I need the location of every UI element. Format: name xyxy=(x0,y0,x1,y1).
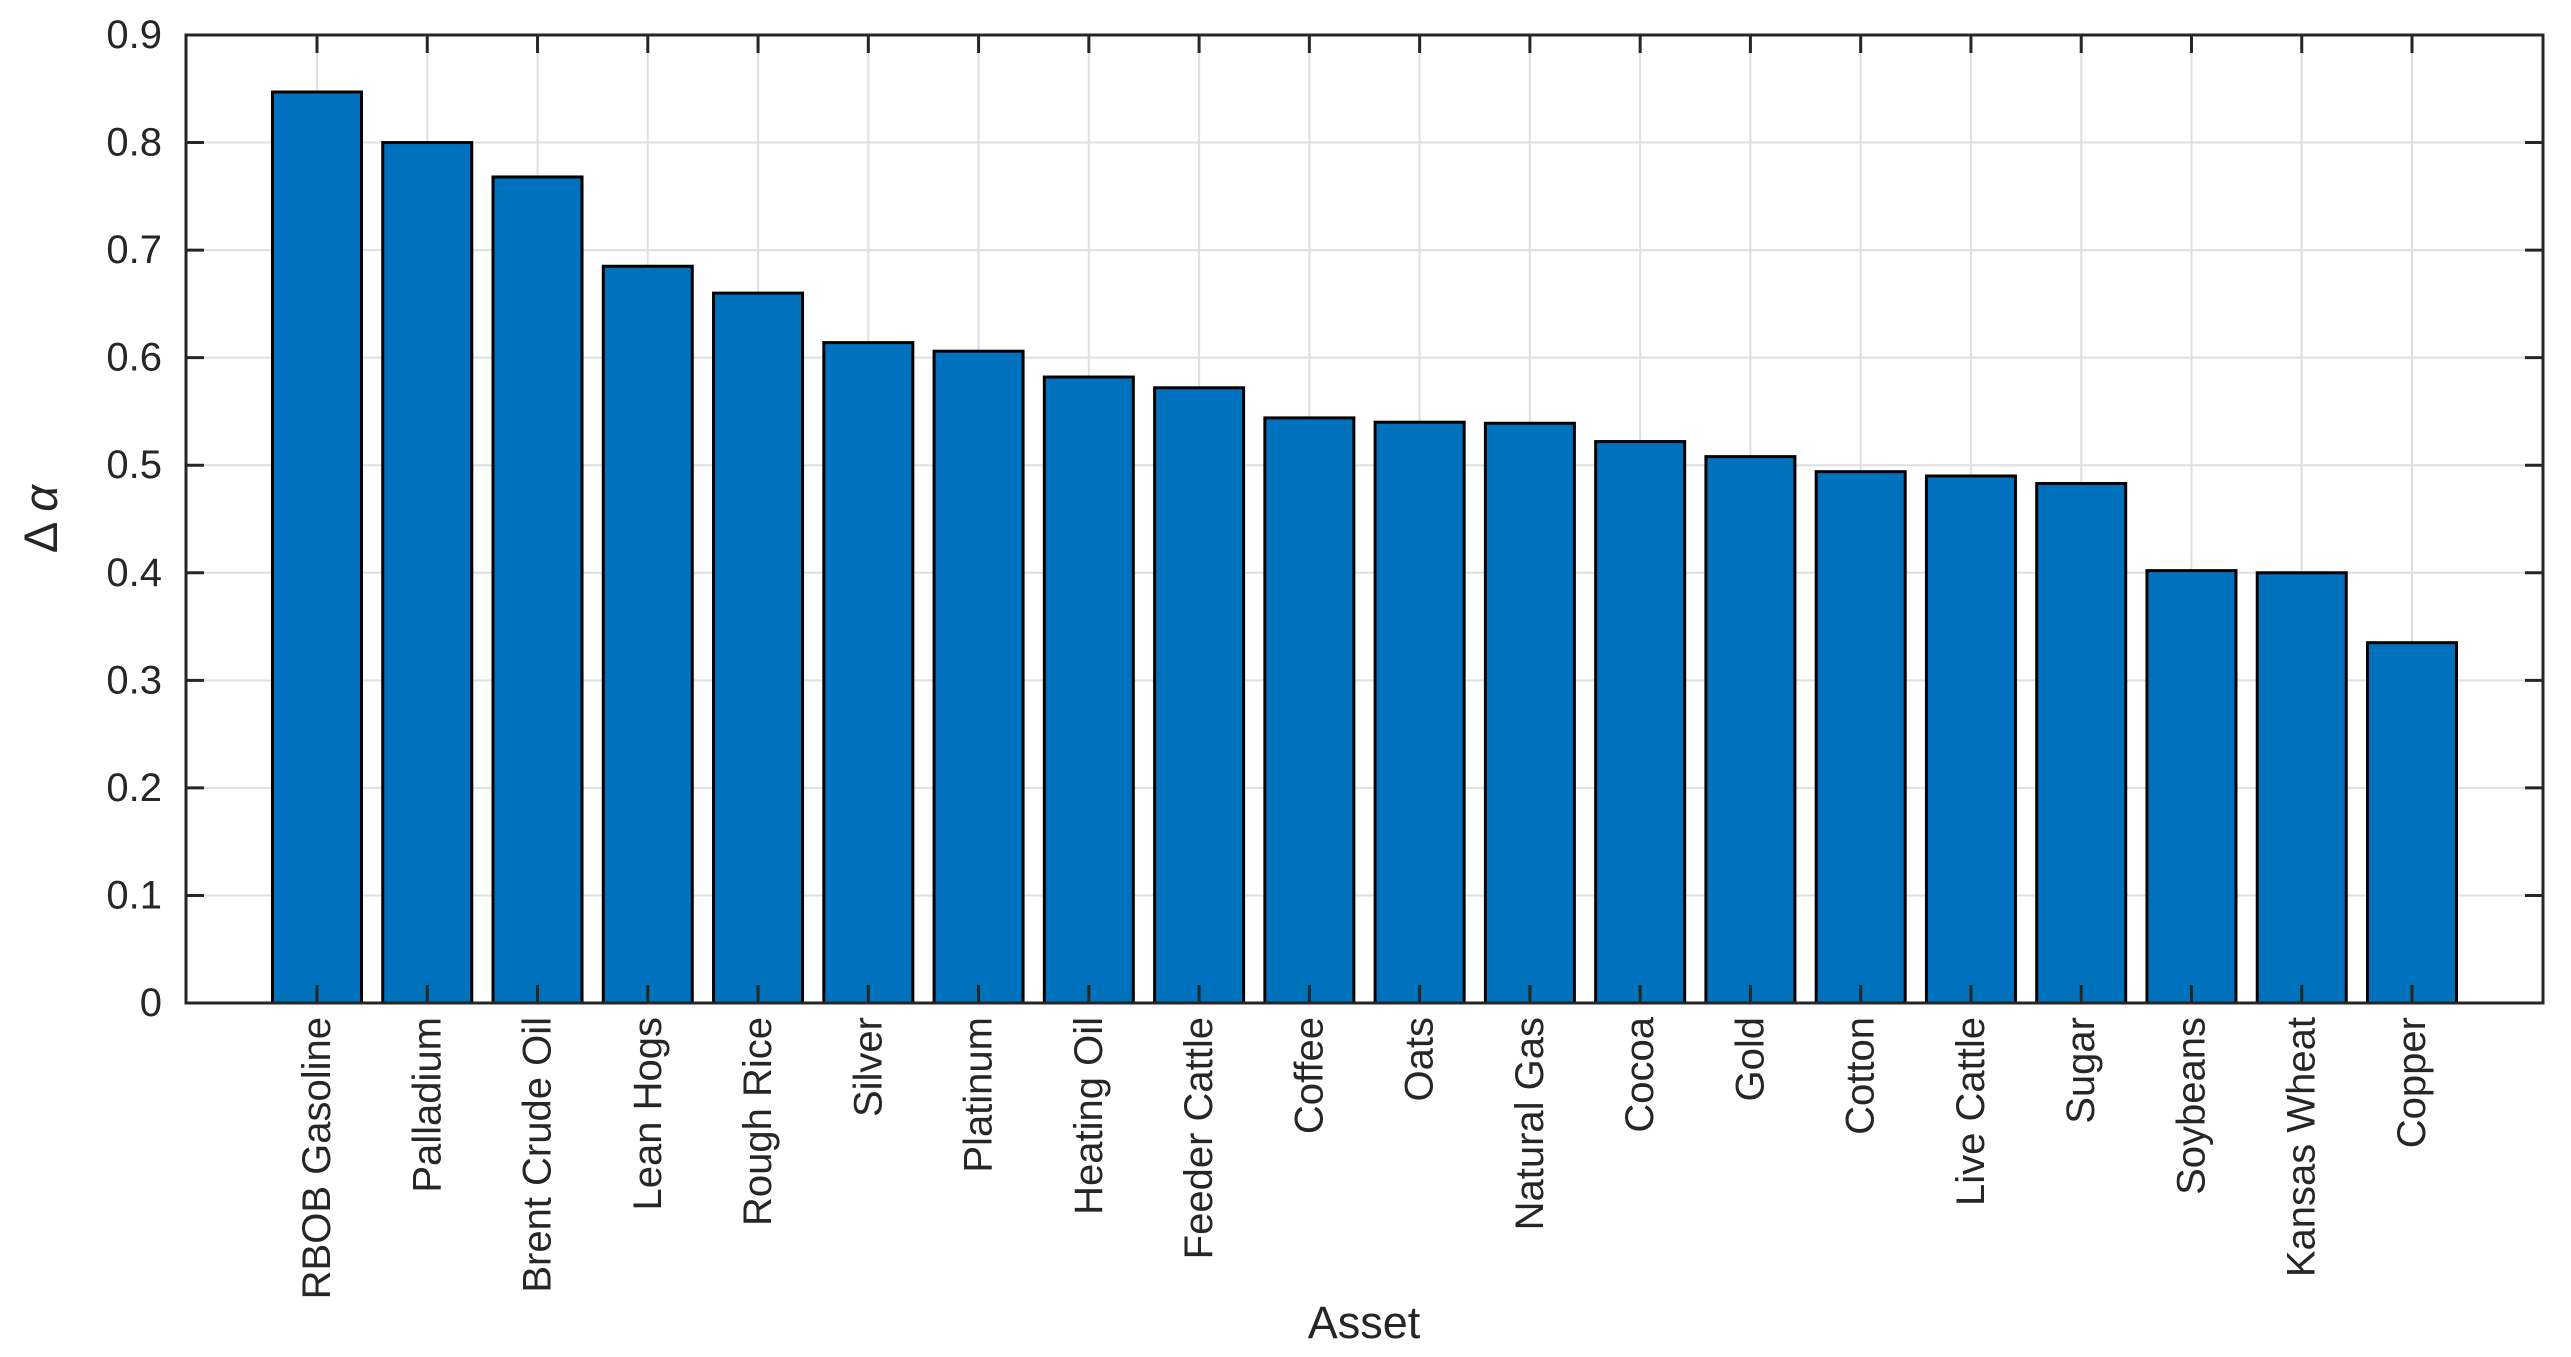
x-tick-label: RBOB Gasoline xyxy=(295,1017,339,1299)
x-tick-label: Soybeans xyxy=(2169,1017,2213,1195)
bar xyxy=(2145,569,2238,1005)
bar xyxy=(2035,482,2128,1005)
x-tick-label: Oats xyxy=(1398,1017,1442,1101)
x-tick-label: Platinum xyxy=(957,1017,1001,1173)
y-tick-label: 0.3 xyxy=(106,658,162,702)
bar xyxy=(381,141,474,1005)
x-tick-label: Natural Gas xyxy=(1508,1017,1552,1230)
x-tick-label: Silver xyxy=(846,1017,890,1117)
bar xyxy=(1373,420,1466,1005)
x-tick-label: Coffee xyxy=(1287,1017,1331,1134)
bar xyxy=(822,341,915,1005)
bars-layer xyxy=(271,90,2458,1005)
bar xyxy=(1924,474,2017,1005)
y-axis-title-delta: Δ xyxy=(14,522,67,553)
x-tick-label: Heating Oil xyxy=(1067,1017,1111,1215)
x-tick-label: Kansas Wheat xyxy=(2280,1017,2324,1277)
y-tick-label: 0.2 xyxy=(106,766,162,810)
y-tick-label: 0.9 xyxy=(106,13,162,57)
y-tick-label: 0.1 xyxy=(106,873,162,917)
y-tick-label: 0 xyxy=(140,981,162,1025)
tick-layer xyxy=(184,33,2545,1005)
y-tick-label: 0.6 xyxy=(106,336,162,380)
y-tick-label: 0.7 xyxy=(106,228,162,272)
x-tick-label: Sugar xyxy=(2059,1017,2103,1124)
bar xyxy=(1042,375,1135,1005)
bar xyxy=(1814,470,1907,1005)
x-tick-label: Gold xyxy=(1728,1017,1772,1102)
x-tick-label: Cotton xyxy=(1839,1017,1883,1135)
bar xyxy=(2366,641,2458,1005)
bar xyxy=(271,90,363,1005)
x-tick-label: Copper xyxy=(2390,1017,2434,1148)
x-tick-label: Cocoa xyxy=(1618,1016,1662,1132)
x-tick-label: Palladium xyxy=(405,1017,449,1193)
bar xyxy=(712,291,805,1005)
bar xyxy=(1153,386,1246,1005)
bar xyxy=(1594,440,1687,1005)
bar xyxy=(2255,571,2348,1005)
bar xyxy=(1483,421,1576,1005)
x-tick-label: Live Cattle xyxy=(1949,1017,1993,1206)
bar xyxy=(932,349,1025,1005)
bar xyxy=(1704,455,1797,1005)
tick-label-layer: 0 0.1 0.2 0.3 0.4 0.5 0.6 0.7 0.8 0.9 RBOB Gasolin… xyxy=(106,13,2434,1299)
x-tick-label: Lean Hogs xyxy=(626,1017,670,1210)
y-tick-label: 0.8 xyxy=(106,121,162,165)
y-tick-label: 0.5 xyxy=(106,443,162,487)
y-tick-label: 0.4 xyxy=(106,551,162,595)
y-axis-title-alpha: α xyxy=(14,484,67,512)
bar xyxy=(601,264,694,1005)
x-tick-label: Brent Crude Oil xyxy=(516,1017,560,1293)
x-tick-label: Rough Rice xyxy=(736,1017,780,1226)
bar xyxy=(1263,416,1356,1005)
x-axis-title: Asset xyxy=(1308,1297,1421,1348)
x-tick-label: Feeder Cattle xyxy=(1177,1017,1221,1259)
y-axis-title: Δα xyxy=(14,484,67,553)
bar xyxy=(491,175,584,1005)
plot-border xyxy=(184,33,2545,1005)
